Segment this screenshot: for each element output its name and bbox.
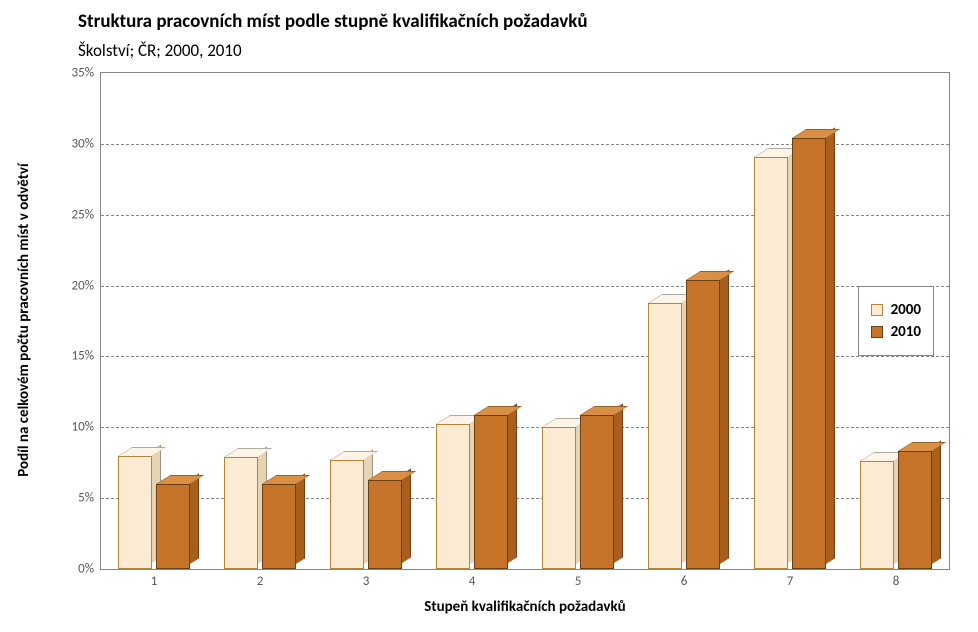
bar-side [826, 127, 835, 563]
bar-side [508, 404, 517, 564]
chart-container: Struktura pracovních míst podle stupně k… [0, 0, 978, 632]
y-tick-label: 15% [72, 349, 94, 364]
y-tick-label: 35% [72, 66, 94, 81]
bar [792, 138, 826, 569]
legend: 2000 2010 [858, 286, 934, 356]
bar [686, 280, 720, 569]
x-tick-label: 4 [469, 574, 476, 589]
y-tick-label: 5% [78, 491, 94, 506]
bar [860, 461, 894, 569]
bar [436, 424, 470, 569]
chart-title: Struktura pracovních míst podle stupně k… [78, 10, 588, 33]
x-tick-label: 3 [363, 574, 370, 589]
x-tick-label: 7 [787, 574, 794, 589]
x-tick-label: 2 [257, 574, 264, 589]
plot-area: 2000 2010 [100, 72, 950, 570]
legend-label: 2010 [891, 323, 921, 341]
x-tick-label: 8 [893, 574, 900, 589]
x-tick-label: 6 [681, 574, 688, 589]
bar [224, 457, 258, 569]
x-axis-label: Stupeň kvalifikačních požadavků [424, 598, 625, 616]
bar [542, 427, 576, 569]
y-tick-label: 25% [72, 207, 94, 222]
legend-item: 2000 [871, 301, 921, 319]
legend-label: 2000 [891, 301, 921, 319]
y-tick-label: 0% [78, 562, 94, 577]
bar [754, 157, 788, 569]
bar [262, 484, 296, 569]
y-tick-label: 20% [72, 278, 94, 293]
y-axis-label: Podíl na celkovém počtu pracovních míst … [15, 163, 33, 476]
bar-side [402, 469, 411, 564]
bar [330, 460, 364, 569]
bar [898, 451, 932, 569]
bar-side [932, 440, 941, 563]
bar [474, 415, 508, 569]
chart-subtitle: Školství; ČR; 2000, 2010 [78, 40, 242, 61]
bar [580, 415, 614, 569]
bar [118, 456, 152, 569]
x-tick-label: 5 [575, 574, 582, 589]
legend-swatch [871, 304, 883, 316]
bar [156, 484, 190, 569]
bar [648, 303, 682, 569]
y-tick-label: 30% [72, 136, 94, 151]
legend-swatch [871, 326, 883, 338]
y-tick-label: 10% [72, 420, 94, 435]
bar-side [720, 269, 729, 564]
x-tick-label: 1 [151, 574, 158, 589]
bar [368, 480, 402, 569]
bar-side [614, 404, 623, 564]
bar-side [190, 473, 199, 564]
legend-item: 2010 [871, 323, 921, 341]
bar-side [296, 473, 305, 564]
